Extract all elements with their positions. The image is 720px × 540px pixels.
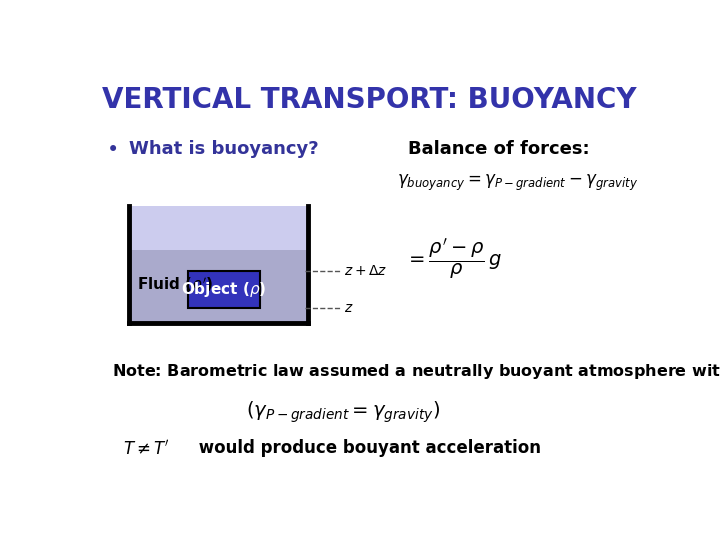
Text: Note: Barometric law assumed a neutrally buoyant atmosphere with $\mathit{T = T': Note: Barometric law assumed a neutrally… xyxy=(112,362,720,382)
Bar xyxy=(188,271,260,308)
Text: $T \neq T'$: $T \neq T'$ xyxy=(124,439,171,458)
Text: Object ($\rho$): Object ($\rho$) xyxy=(181,280,266,299)
Text: VERTICAL TRANSPORT: BUOYANCY: VERTICAL TRANSPORT: BUOYANCY xyxy=(102,85,636,113)
Text: Balance of forces:: Balance of forces: xyxy=(408,140,590,158)
Bar xyxy=(129,251,307,322)
Text: $\gamma_{buoyancy} = \gamma_{P-gradient} - \gamma_{gravity}$: $\gamma_{buoyancy} = \gamma_{P-gradient}… xyxy=(397,173,638,193)
Bar xyxy=(129,206,307,251)
Text: Fluid ($\rho'$): Fluid ($\rho'$) xyxy=(138,275,214,295)
Text: would produce bouyant acceleration: would produce bouyant acceleration xyxy=(193,439,541,457)
Text: •: • xyxy=(107,140,119,160)
Text: $= \dfrac{\rho' - \rho}{\rho}\, g$: $= \dfrac{\rho' - \rho}{\rho}\, g$ xyxy=(405,238,503,282)
Text: $z+\Delta z$: $z+\Delta z$ xyxy=(344,264,387,278)
Text: $z$: $z$ xyxy=(344,301,354,315)
Text: What is buoyancy?: What is buoyancy? xyxy=(129,140,319,158)
Text: $\left(\gamma_{P-gradient} = \gamma_{gravity}\right)$: $\left(\gamma_{P-gradient} = \gamma_{gra… xyxy=(246,400,441,425)
